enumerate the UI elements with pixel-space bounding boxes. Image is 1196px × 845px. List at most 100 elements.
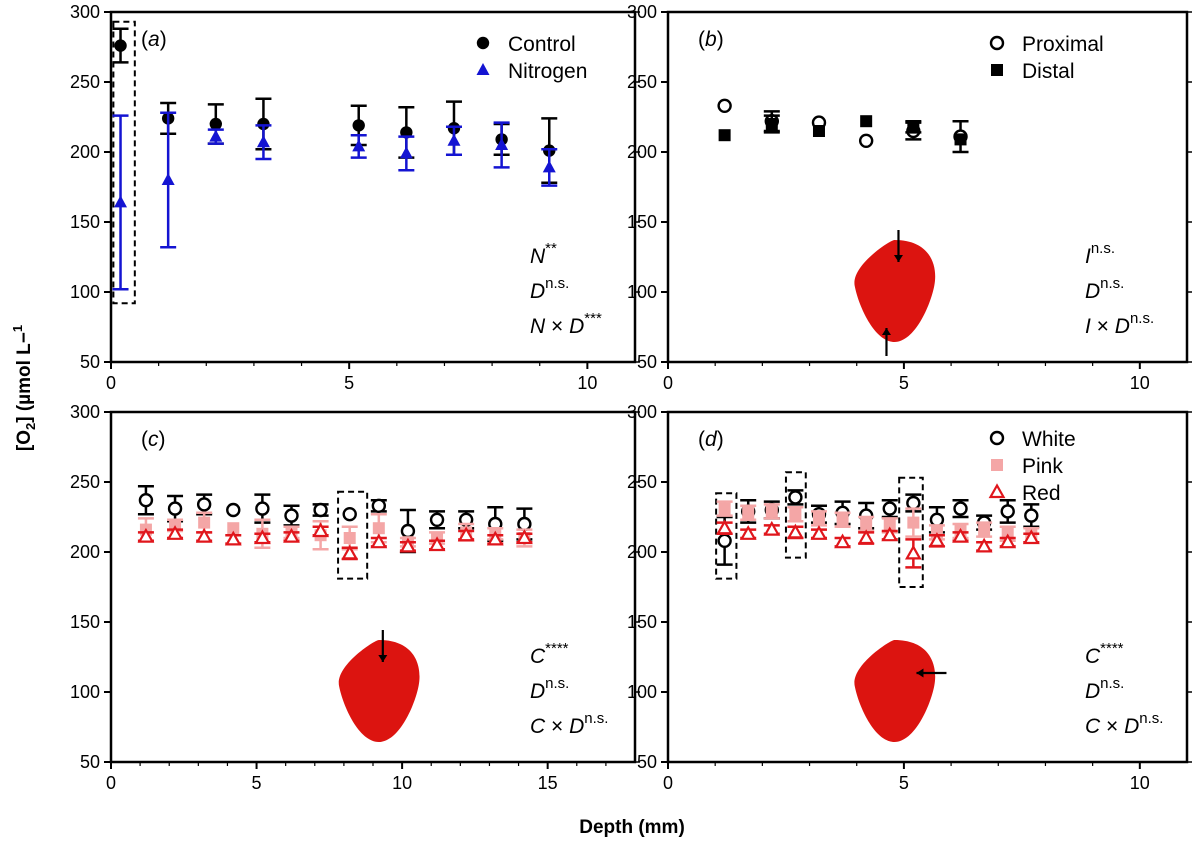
highlight-box — [337, 490, 369, 580]
stats-annotations: C**** Dn.s. C × Dn.s. — [1085, 640, 1163, 738]
series-distal — [718, 114, 967, 146]
legend-label: Control — [508, 33, 576, 56]
data-point — [341, 544, 359, 560]
data-point — [209, 117, 222, 131]
x-tick-label: 0 — [663, 773, 673, 793]
stats-line: C**** — [1085, 640, 1124, 668]
data-point — [858, 133, 874, 149]
data-point — [515, 529, 533, 545]
data-point — [999, 533, 1017, 549]
y-tick-label: 300 — [627, 402, 657, 422]
data-point — [834, 533, 851, 549]
y-tick-label: 50 — [80, 752, 100, 772]
data-point — [428, 536, 446, 552]
stats-line: N** — [530, 240, 557, 268]
data-point — [399, 146, 413, 159]
data-point — [400, 523, 416, 539]
panel-c: 50 100 150 200 250 300 0 5 10 15 (c) C**** Dn.s. C × … — [70, 402, 640, 793]
data-point — [953, 501, 968, 516]
data-point — [929, 512, 945, 527]
y-tick-label: 250 — [627, 472, 657, 492]
plot-frame — [666, 10, 1189, 364]
data-point — [904, 544, 922, 560]
y-tick-label: 300 — [70, 2, 100, 22]
panel-label: (a) — [141, 28, 167, 51]
data-point — [371, 498, 387, 513]
y-tick-label: 100 — [70, 682, 100, 702]
x-tick-label: 10 — [577, 373, 597, 393]
stats-line: C × Dn.s. — [1085, 710, 1163, 738]
data-point — [836, 513, 849, 526]
highlight-box — [784, 471, 807, 559]
y-tick-label: 150 — [70, 212, 100, 232]
data-point — [253, 529, 271, 545]
panel-label: (b) — [698, 28, 724, 51]
y-tick-label: 300 — [627, 2, 657, 22]
legend: White Pink Red — [988, 428, 1076, 505]
y-tick-label: 250 — [70, 72, 100, 92]
data-point — [227, 522, 240, 535]
x-axis-label: Depth (mm) — [579, 817, 685, 838]
data-point — [881, 526, 899, 542]
strawberry-icon — [338, 630, 420, 742]
data-point — [954, 133, 967, 146]
x-tick-label: 5 — [899, 773, 909, 793]
y-tick-label: 50 — [80, 352, 100, 372]
data-point — [883, 519, 896, 532]
legend-marker — [991, 459, 1003, 471]
data-point — [257, 117, 270, 131]
legend-label: White — [1022, 428, 1076, 451]
data-point — [457, 526, 475, 542]
data-point — [928, 532, 946, 547]
stats-line: I × Dn.s. — [1085, 310, 1154, 338]
data-point — [763, 520, 781, 536]
arrow-bottom-icon-head — [881, 328, 891, 335]
data-point — [283, 527, 300, 543]
y-tick-label: 200 — [627, 142, 657, 162]
data-point — [978, 523, 991, 536]
stats-line: In.s. — [1085, 240, 1115, 268]
panel-label: (d) — [698, 428, 724, 451]
stats-annotations: In.s. Dn.s. I × Dn.s. — [1085, 240, 1154, 338]
data-point — [343, 532, 356, 544]
data-point — [718, 502, 731, 515]
x-tick-label: 10 — [1130, 773, 1150, 793]
data-point — [209, 129, 223, 142]
y-tick-label: 100 — [627, 682, 657, 702]
x-tick-label: 10 — [392, 773, 412, 793]
legend-label: Proximal — [1022, 33, 1104, 56]
strawberry-shape — [854, 240, 936, 342]
strawberry-icon — [854, 640, 947, 742]
y-axis-label: [O2] (µmol L−1 — [10, 325, 38, 451]
y-tick-label: 50 — [637, 752, 657, 772]
data-point — [812, 512, 825, 525]
data-point — [255, 501, 270, 516]
data-point — [742, 506, 755, 519]
data-point — [810, 525, 828, 540]
legend-marker — [991, 64, 1003, 76]
data-point — [717, 533, 732, 548]
series-nitrogen — [112, 111, 558, 291]
data-point — [716, 519, 734, 535]
x-tick-label: 0 — [106, 373, 116, 393]
stats-line: C**** — [530, 640, 569, 668]
plot-frame — [666, 410, 1189, 764]
data-point — [138, 493, 154, 508]
y-tick-label: 100 — [627, 282, 657, 302]
data-point — [167, 501, 183, 516]
data-point — [787, 523, 804, 539]
y-tick-label: 100 — [70, 282, 100, 302]
x-tick-label: 5 — [252, 773, 262, 793]
series-red — [137, 522, 533, 561]
data-point — [166, 525, 184, 540]
data-point — [114, 195, 128, 208]
data-point — [857, 529, 875, 545]
data-point — [313, 502, 328, 518]
data-point — [718, 129, 731, 142]
data-point — [952, 527, 969, 543]
series-red — [716, 519, 1040, 569]
data-point — [370, 533, 388, 549]
data-point — [352, 139, 366, 152]
x-tick-label: 10 — [1130, 373, 1150, 393]
